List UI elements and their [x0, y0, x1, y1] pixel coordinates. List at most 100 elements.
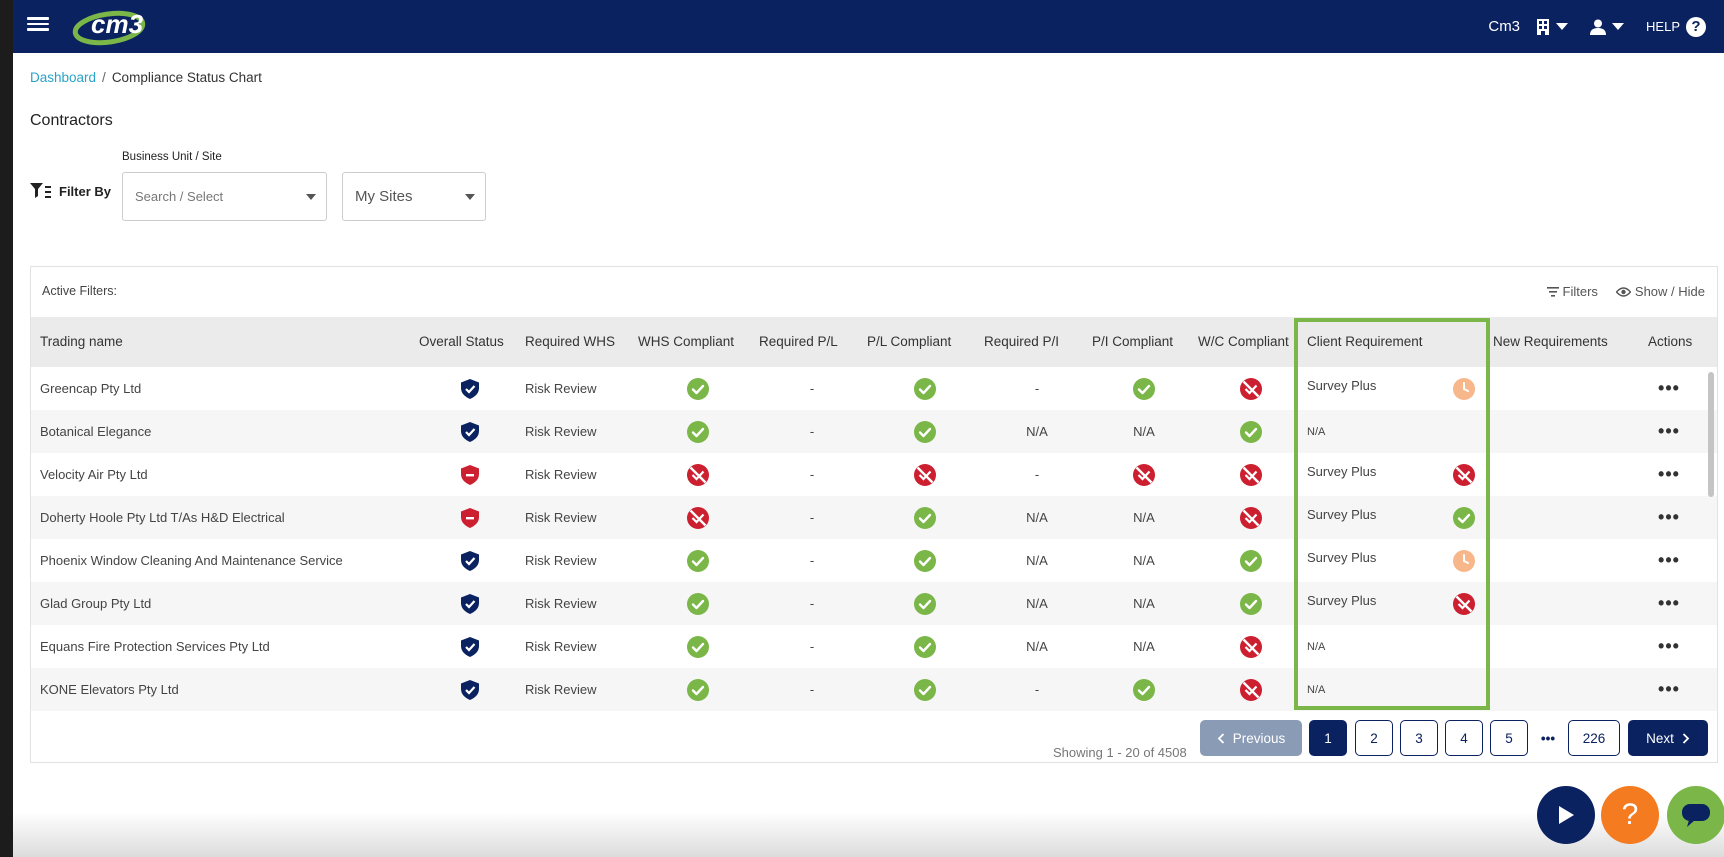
client-requirement-text: Survey Plus — [1307, 464, 1377, 479]
cell-text: - — [809, 596, 815, 611]
column-pi-compliant[interactable]: P/I Compliant — [1092, 334, 1174, 349]
table-row[interactable]: Glad Group Pty Ltd Risk Review - N/A N/A Surv… — [31, 582, 1717, 625]
dropdown-arrow-icon — [465, 194, 475, 200]
req-pi-cell: N/A — [984, 496, 1090, 539]
client-requirement-cell: Survey Plus — [1307, 582, 1497, 625]
table-row[interactable]: Botanical Elegance Risk Review - N/A N/A N/A •… — [31, 410, 1717, 453]
account-switcher[interactable]: Cm3 — [1488, 18, 1569, 35]
column-wc-compliant[interactable]: W/C Compliant — [1198, 334, 1289, 349]
pending-clock-icon — [1453, 549, 1475, 572]
cell-text: - — [1034, 381, 1040, 396]
shield-check-icon — [461, 679, 479, 700]
show-hide-button-label: Show / Hide — [1634, 284, 1705, 299]
filters-button[interactable]: Filters — [1546, 284, 1598, 299]
trading-name-cell[interactable]: KONE Elevators Pty Ltd — [40, 668, 410, 711]
trading-name-cell[interactable]: Phoenix Window Cleaning And Maintenance … — [40, 539, 410, 582]
row-actions-button[interactable]: ••• — [1639, 625, 1699, 668]
non-compliant-icon — [1240, 506, 1262, 529]
filter-icon — [30, 183, 51, 198]
check-circle-icon — [914, 506, 936, 529]
whs-cell — [638, 668, 758, 711]
check-circle-icon — [1453, 506, 1475, 529]
page-button-5[interactable]: 5 — [1490, 720, 1528, 756]
row-actions-button[interactable]: ••• — [1639, 453, 1699, 496]
req-pi-cell: N/A — [984, 539, 1090, 582]
breadcrumb-dashboard-link[interactable]: Dashboard — [30, 70, 97, 85]
chat-fab-button[interactable] — [1667, 786, 1724, 844]
cell-text: N/A — [1133, 596, 1155, 611]
overall-cell — [419, 496, 521, 539]
cell-text: Risk Review — [525, 467, 597, 482]
menu-icon[interactable] — [27, 14, 49, 34]
trading-name-cell[interactable]: Botanical Elegance — [40, 410, 410, 453]
cell-text: N/A — [1026, 424, 1048, 439]
column-trading-name[interactable]: Trading name — [40, 334, 123, 349]
table-scrollbar[interactable] — [1707, 367, 1715, 762]
business-unit-select[interactable]: Search / Select — [122, 172, 327, 221]
page-button-4[interactable]: 4 — [1445, 720, 1483, 756]
page-ellipsis: ••• — [1540, 730, 1556, 746]
client-requirement-text: Survey Plus — [1307, 507, 1377, 522]
column-required-pl[interactable]: Required P/L — [759, 334, 838, 349]
overall-cell — [419, 539, 521, 582]
user-menu[interactable] — [1590, 19, 1625, 35]
more-icon: ••• — [1658, 378, 1680, 398]
trading-name: Glad Group Pty Ltd — [40, 596, 152, 611]
page-button-last[interactable]: 226 — [1568, 720, 1620, 756]
trading-name-cell[interactable]: Doherty Hoole Pty Ltd T/As H&D Electrica… — [40, 496, 410, 539]
table-row[interactable]: Greencap Pty Ltd Risk Review - - Survey Plus… — [31, 367, 1717, 410]
table-row[interactable]: KONE Elevators Pty Ltd Risk Review - - N/A ••… — [31, 668, 1717, 711]
page-button-1[interactable]: 1 — [1309, 720, 1347, 756]
column-required-whs[interactable]: Required WHS — [525, 334, 616, 349]
client-requirement-status — [1449, 496, 1479, 539]
page-button-3[interactable]: 3 — [1400, 720, 1438, 756]
column-pl-compliant[interactable]: P/L Compliant — [867, 334, 952, 349]
check-circle-icon — [687, 678, 709, 701]
check-circle-icon — [1133, 377, 1155, 400]
cm3-logo[interactable]: cm3 — [69, 2, 163, 46]
pl-cell — [867, 453, 983, 496]
trading-name-cell[interactable]: Glad Group Pty Ltd — [40, 582, 410, 625]
column-client-requirement[interactable]: Client Requirement — [1307, 334, 1423, 349]
cell-text: N/A — [1026, 510, 1048, 525]
show-hide-button[interactable]: Show / Hide — [1615, 284, 1705, 299]
req-whs-cell: Risk Review — [525, 367, 625, 410]
column-required-pi[interactable]: Required P/I — [984, 334, 1060, 349]
previous-page-button[interactable]: Previous — [1200, 720, 1302, 756]
row-actions-button[interactable]: ••• — [1639, 539, 1699, 582]
table-row[interactable]: Doherty Hoole Pty Ltd T/As H&D Electrica… — [31, 496, 1717, 539]
row-actions-button[interactable]: ••• — [1639, 496, 1699, 539]
help-menu[interactable]: HELP ? — [1646, 16, 1706, 37]
req-pl-cell: - — [759, 453, 865, 496]
scrollbar-thumb[interactable] — [1708, 372, 1714, 497]
trading-name-cell[interactable]: Velocity Air Pty Ltd — [40, 453, 410, 496]
client-requirement-text: N/A — [1307, 683, 1326, 696]
help-fab-button[interactable]: ? — [1601, 786, 1659, 844]
page-button-2[interactable]: 2 — [1355, 720, 1393, 756]
sites-select[interactable]: My Sites — [342, 172, 486, 221]
next-page-button[interactable]: Next — [1628, 720, 1708, 756]
more-icon: ••• — [1658, 550, 1680, 570]
trading-name-cell[interactable]: Greencap Pty Ltd — [40, 367, 410, 410]
table-row[interactable]: Equans Fire Protection Services Pty Ltd R… — [31, 625, 1717, 668]
trading-name: Greencap Pty Ltd — [40, 381, 142, 396]
check-circle-icon — [914, 592, 936, 615]
row-actions-button[interactable]: ••• — [1639, 410, 1699, 453]
cell-text: Risk Review — [525, 381, 597, 396]
client-requirement-cell: Survey Plus — [1307, 367, 1497, 410]
chat-bubble-icon — [1682, 804, 1710, 827]
sites-value: My Sites — [355, 188, 413, 205]
whs-cell — [638, 410, 758, 453]
row-actions-button[interactable]: ••• — [1639, 668, 1699, 711]
table-row[interactable]: Velocity Air Pty Ltd Risk Review - - Survey … — [31, 453, 1717, 496]
trading-name-cell[interactable]: Equans Fire Protection Services Pty Ltd — [40, 625, 410, 668]
table-row[interactable]: Phoenix Window Cleaning And Maintenance … — [31, 539, 1717, 582]
row-actions-button[interactable]: ••• — [1639, 582, 1699, 625]
column-whs-compliant[interactable]: WHS Compliant — [638, 334, 735, 349]
column-overall-status[interactable]: Overall Status — [419, 334, 504, 349]
column-new-requirements[interactable]: New Requirements — [1493, 334, 1608, 349]
req-whs-cell: Risk Review — [525, 539, 625, 582]
filters-button-label: Filters — [1562, 284, 1598, 299]
row-actions-button[interactable]: ••• — [1639, 367, 1699, 410]
video-play-button[interactable] — [1537, 786, 1595, 844]
